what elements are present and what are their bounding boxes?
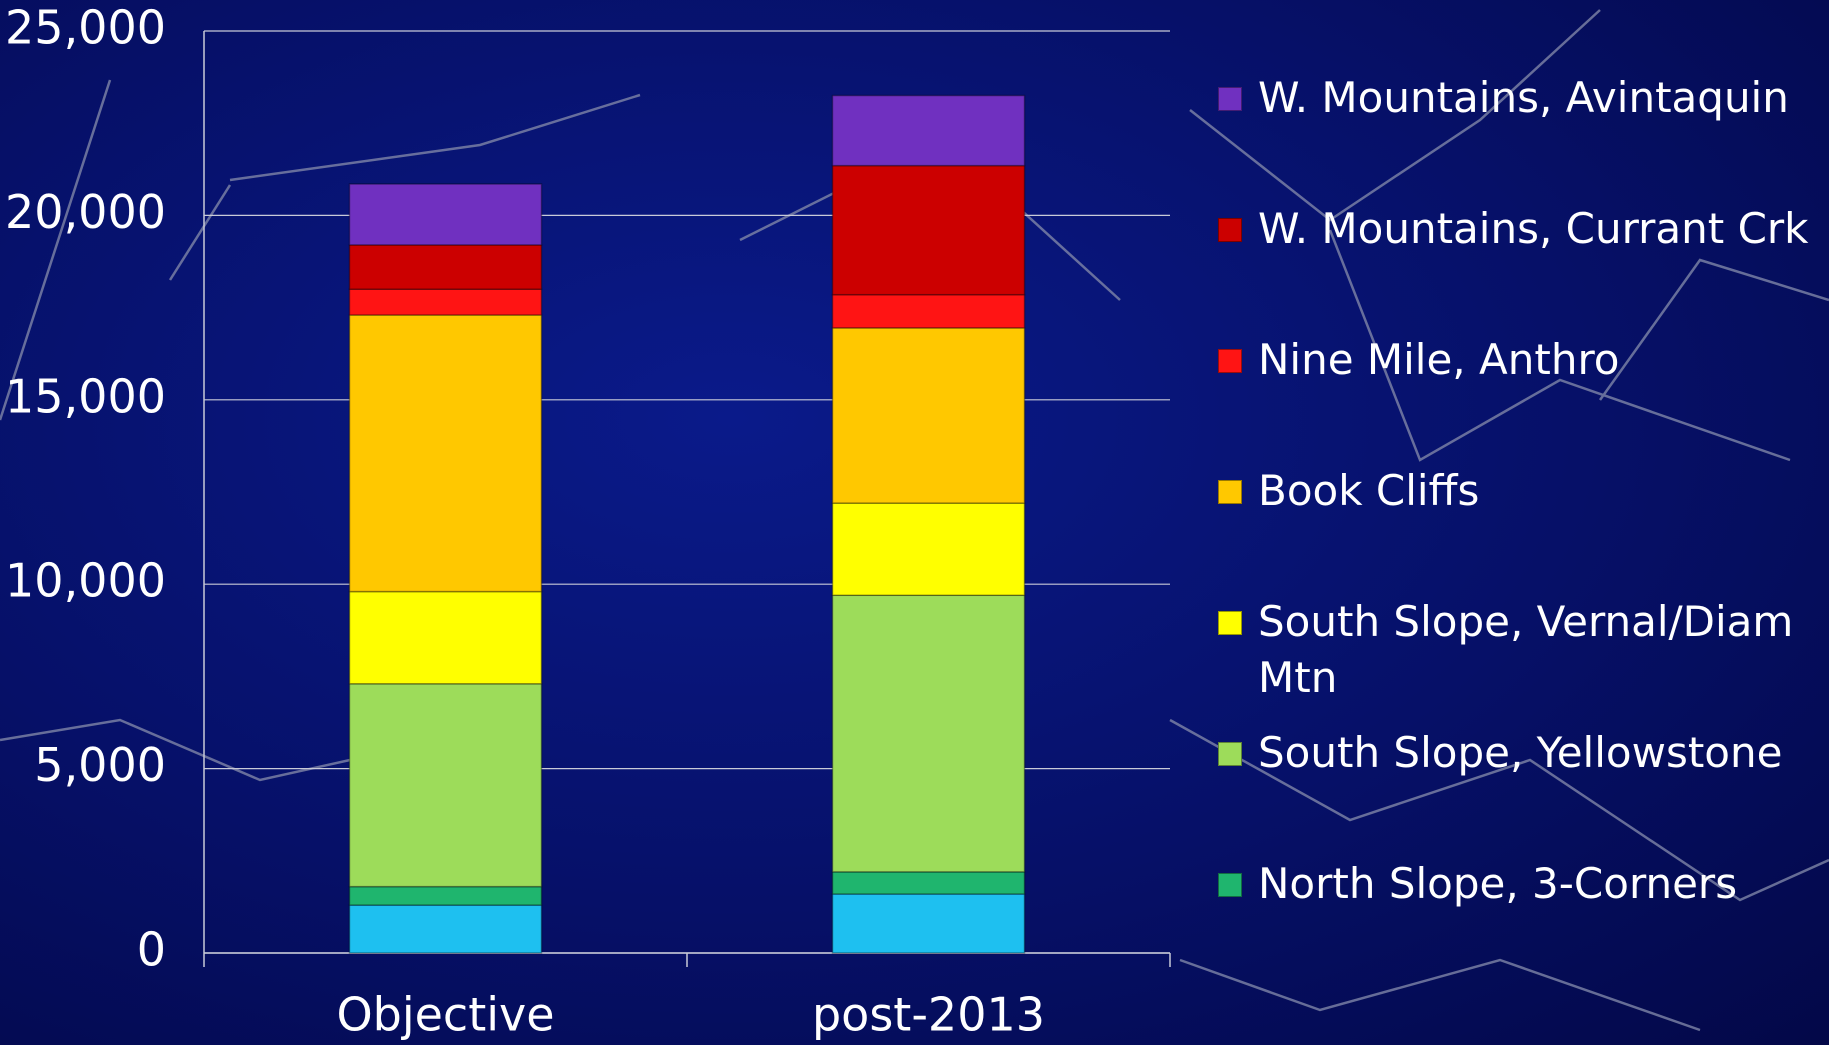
bar-segment <box>348 244 543 290</box>
legend-label: W. Mountains, Currant Crk <box>1258 204 1809 253</box>
bar-segment <box>831 94 1026 167</box>
legend-swatch <box>1218 87 1242 111</box>
bar-segment <box>831 871 1026 895</box>
bar-segment <box>348 590 543 685</box>
legend-entry: Book Cliffs <box>1212 463 1479 519</box>
legend-label: South Slope, Vernal/Diam Mtn <box>1258 597 1794 702</box>
bar-segment <box>348 288 543 316</box>
y-tick-label: 0 <box>137 923 166 977</box>
legend-entry: North Slope, 3-Corners <box>1212 856 1737 912</box>
legend-label: Book Cliffs <box>1258 466 1480 515</box>
x-tick-label: Objective <box>336 988 554 1042</box>
legend-swatch <box>1218 611 1242 635</box>
bar-segment <box>348 904 543 954</box>
legend-entry: South Slope, Yellowstone <box>1212 725 1782 781</box>
bar-segment <box>348 183 543 246</box>
legend-swatch <box>1218 480 1242 504</box>
legend-label: Nine Mile, Anthro <box>1258 335 1620 384</box>
bar-segment <box>831 893 1026 954</box>
bar-segment <box>348 683 543 888</box>
legend-entry: W. Mountains, Currant Crk <box>1212 201 1809 257</box>
bar-segment <box>348 314 543 593</box>
legend-swatch <box>1218 349 1242 373</box>
y-tick-label: 10,000 <box>5 554 166 608</box>
y-tick-label: 15,000 <box>5 369 166 423</box>
bar-segment <box>831 327 1026 504</box>
y-tick-label: 5,000 <box>34 738 166 792</box>
legend-entry: South Slope, Vernal/Diam Mtn <box>1212 594 1824 706</box>
legend-label: North Slope, 3-Corners <box>1258 859 1738 908</box>
bar-segment <box>831 164 1026 296</box>
bar-segment <box>831 293 1026 329</box>
x-tick-label: post-2013 <box>812 988 1045 1042</box>
legend-label: W. Mountains, Avintaquin <box>1258 73 1789 122</box>
bar-segment <box>348 885 543 906</box>
legend-swatch <box>1218 218 1242 242</box>
legend-entry: W. Mountains, Avintaquin <box>1212 70 1789 126</box>
y-tick-label: 25,000 <box>5 1 166 55</box>
legend-swatch <box>1218 873 1242 897</box>
y-tick-label: 20,000 <box>5 185 166 239</box>
legend-label: South Slope, Yellowstone <box>1258 728 1783 777</box>
bar-segment <box>831 502 1026 597</box>
legend-swatch <box>1218 742 1242 766</box>
legend-entry: Nine Mile, Anthro <box>1212 332 1620 388</box>
bar-segment <box>831 594 1026 873</box>
